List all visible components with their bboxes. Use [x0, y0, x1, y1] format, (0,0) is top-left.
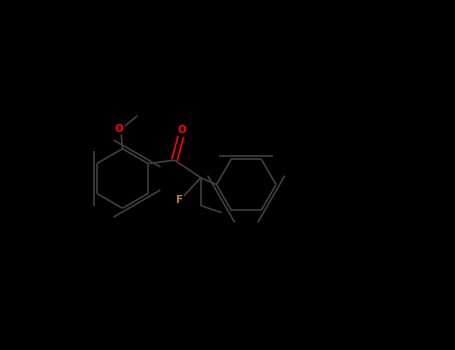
Text: O: O — [115, 124, 124, 134]
Text: F: F — [176, 195, 182, 205]
Text: O: O — [178, 125, 187, 135]
